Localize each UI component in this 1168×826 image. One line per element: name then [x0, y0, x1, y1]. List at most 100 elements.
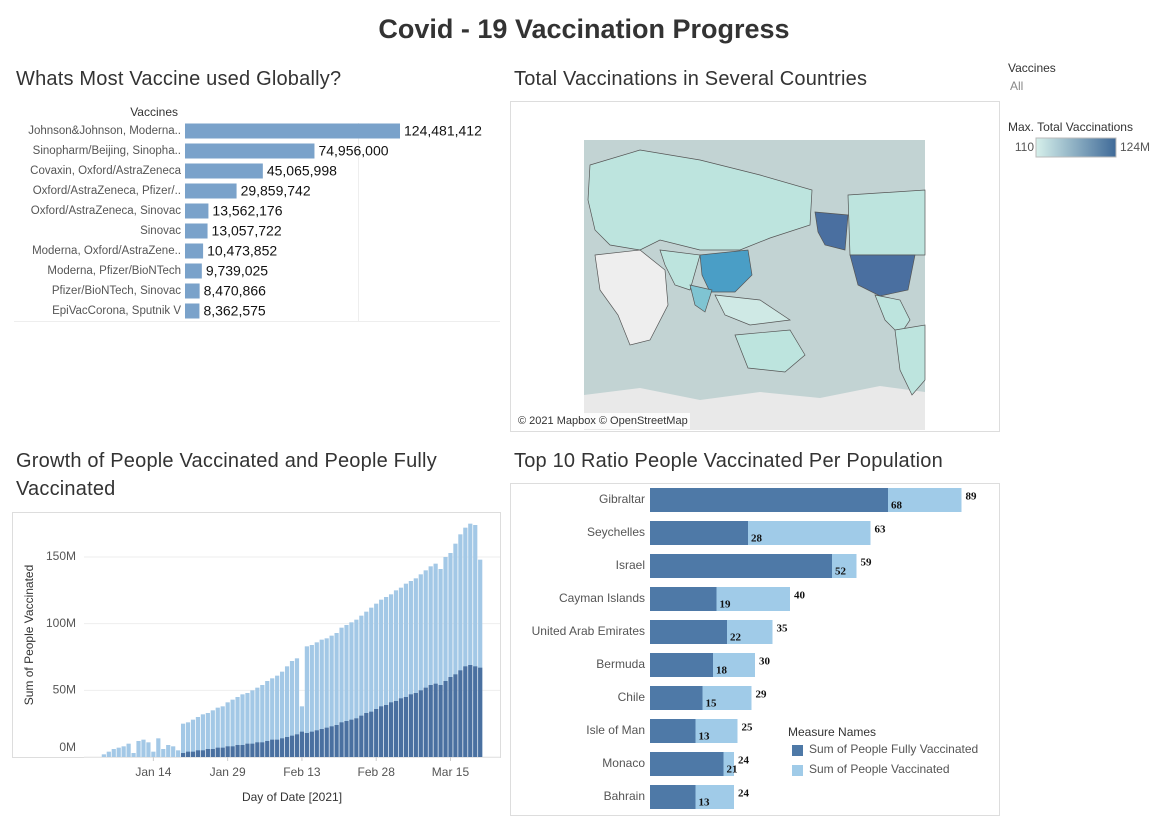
bar	[250, 690, 255, 757]
color-max-label: 124M	[1120, 140, 1150, 154]
bar	[443, 681, 448, 757]
bar	[185, 303, 200, 319]
category-label: Oxford/AstraZeneca, Pfizer/..	[33, 185, 181, 197]
bar	[453, 674, 458, 757]
bar	[319, 729, 324, 757]
y-tick-label: 0M	[59, 740, 76, 754]
map-attribution: © 2021 Mapbox © OpenStreetMap	[518, 415, 688, 427]
category-label: Monaco	[602, 756, 645, 770]
bar	[413, 578, 418, 757]
category-label: Cayman Islands	[559, 591, 645, 605]
bar	[185, 751, 191, 757]
bar	[453, 543, 458, 757]
bar	[195, 717, 201, 757]
bar	[339, 627, 344, 757]
value-label: 40	[794, 590, 806, 602]
bar	[230, 699, 235, 757]
bar	[195, 750, 201, 757]
bar	[403, 583, 409, 757]
value-label: 29,859,742	[241, 183, 311, 199]
bar	[245, 743, 250, 757]
bar	[650, 686, 703, 710]
bar	[650, 719, 696, 743]
legend-swatch	[792, 745, 803, 756]
bar	[299, 731, 305, 757]
bar	[478, 667, 483, 757]
bar	[215, 747, 220, 757]
bar	[270, 739, 275, 757]
category-label: Sinovac	[140, 225, 181, 237]
bar	[650, 620, 727, 644]
bar	[463, 666, 468, 757]
bar	[185, 123, 400, 139]
category-label: Oxford/AstraZeneca, Sinovac	[31, 205, 181, 217]
x-tick-label: Jan 29	[210, 765, 246, 779]
bar	[200, 750, 205, 757]
bar	[205, 713, 210, 757]
bar	[324, 727, 329, 757]
bar	[359, 715, 364, 757]
filter-value[interactable]: All	[1010, 79, 1023, 93]
dashboard-title: Covid - 19 Vaccination Progress	[378, 14, 790, 44]
y-tick-label: 150M	[46, 549, 76, 563]
category-label: Sinopharm/Beijing, Sinopha..	[33, 145, 181, 157]
value-label: 25	[742, 722, 754, 734]
bar	[180, 753, 186, 757]
bar	[413, 693, 418, 757]
ratio-frame	[510, 483, 1000, 816]
bar	[384, 705, 389, 757]
bar	[176, 750, 181, 757]
bar	[240, 694, 245, 757]
bar	[408, 694, 413, 757]
value-label: 24	[738, 755, 750, 767]
bar	[270, 678, 275, 757]
bar	[349, 719, 354, 757]
bar	[478, 559, 483, 757]
bar	[650, 587, 717, 611]
bar	[418, 690, 423, 757]
bar	[245, 693, 250, 757]
value-label: 45,065,998	[267, 163, 337, 179]
bar	[423, 687, 428, 757]
bar	[299, 706, 305, 757]
bar	[185, 223, 208, 239]
bar	[388, 594, 394, 757]
bar	[200, 714, 205, 757]
bar	[185, 163, 263, 179]
bar	[309, 731, 314, 757]
bar	[650, 554, 832, 578]
category-label: Bermuda	[596, 657, 645, 671]
bar	[280, 738, 285, 757]
bar	[190, 751, 196, 757]
bar	[255, 742, 260, 757]
chart-title: Whats Most Vaccine used Globally?	[16, 68, 342, 90]
middle-east-land	[659, 249, 701, 291]
bar	[448, 553, 453, 757]
bar	[190, 719, 196, 757]
bar	[393, 701, 399, 757]
bar	[438, 685, 443, 757]
bar	[458, 534, 463, 757]
bar	[650, 488, 888, 512]
value-label: 63	[875, 524, 887, 536]
bar	[185, 263, 202, 279]
bar	[438, 569, 443, 757]
category-label: Chile	[618, 690, 646, 704]
eurasia-land	[587, 149, 813, 251]
bar	[398, 698, 404, 757]
bar	[161, 749, 166, 757]
bar	[428, 566, 433, 757]
category-label: Moderna, Oxford/AstraZene..	[32, 245, 181, 257]
south-america-land	[894, 324, 926, 396]
bar	[314, 642, 319, 757]
bar	[650, 752, 724, 776]
bar	[106, 751, 111, 757]
category-label: Israel	[616, 558, 645, 572]
bar	[374, 709, 379, 757]
bar	[166, 745, 171, 757]
bar	[185, 722, 191, 757]
bar	[101, 754, 106, 757]
value-label: 19	[720, 599, 732, 611]
value-label: 35	[777, 623, 789, 635]
x-axis-label: Day of Date [2021]	[242, 790, 342, 804]
